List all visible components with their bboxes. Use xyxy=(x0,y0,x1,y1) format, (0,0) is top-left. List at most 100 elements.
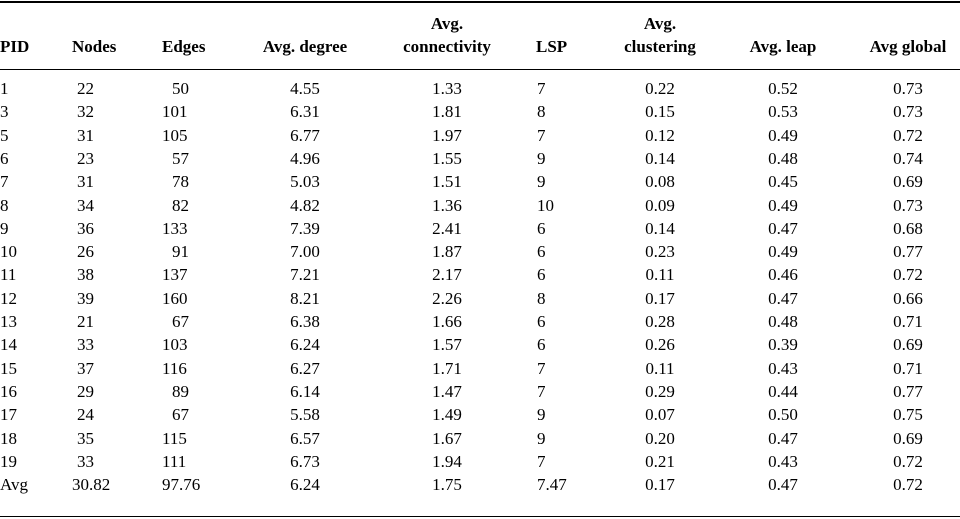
cell-avg-degree: 6.38 xyxy=(290,312,320,331)
cell-avg-degree: 4.55 xyxy=(290,79,320,98)
header-avg-connectivity-line2: connectivity xyxy=(403,37,491,56)
cell-avg-leap: 0.46 xyxy=(768,265,798,284)
table-header-rule xyxy=(0,69,960,70)
cell-edges: 97.76 xyxy=(162,475,201,494)
cell-avg-leap: 0.39 xyxy=(768,335,798,354)
cell-edges: 67 xyxy=(172,405,189,424)
cell-avg-clustering: 0.22 xyxy=(645,79,675,98)
header-lsp: LSP xyxy=(536,37,568,56)
cell-edges: 133 xyxy=(162,219,188,238)
cell-edges: 111 xyxy=(162,452,187,471)
cell-lsp: 7 xyxy=(537,359,546,378)
cell-avg-degree: 6.27 xyxy=(290,359,320,378)
cell-avg-global: 0.74 xyxy=(893,149,923,168)
cell-avg-leap: 0.53 xyxy=(768,102,798,121)
cell-avg-clustering: 0.07 xyxy=(645,405,675,424)
cell-avg-global: 0.71 xyxy=(893,359,923,378)
cell-avg-leap: 0.44 xyxy=(768,382,798,401)
cell-avg-global: 0.72 xyxy=(893,452,923,471)
cell-avg-global: 0.72 xyxy=(893,126,923,145)
header-avg-clustering-line2: clustering xyxy=(624,37,696,56)
cell-pid: 9 xyxy=(0,219,9,238)
cell-avg-connectivity: 1.57 xyxy=(432,335,462,354)
cell-avg-leap: 0.43 xyxy=(768,452,798,471)
cell-nodes: 30.82 xyxy=(72,475,111,494)
cell-avg-clustering: 0.11 xyxy=(645,359,675,378)
cell-edges: 116 xyxy=(162,359,187,378)
cell-avg-global: 0.69 xyxy=(893,172,923,191)
cell-avg-clustering: 0.14 xyxy=(645,219,675,238)
cell-nodes: 24 xyxy=(77,405,94,424)
cell-edges: 89 xyxy=(172,382,189,401)
cell-avg-clustering: 0.29 xyxy=(645,382,675,401)
cell-avg-connectivity: 1.33 xyxy=(432,79,462,98)
cell-nodes: 36 xyxy=(77,219,94,238)
cell-avg-leap: 0.45 xyxy=(768,172,798,191)
cell-avg-degree: 6.24 xyxy=(290,475,320,494)
cell-pid: 19 xyxy=(0,452,17,471)
cell-avg-leap: 0.47 xyxy=(768,475,798,494)
cell-nodes: 39 xyxy=(77,289,94,308)
cell-pid: 1 xyxy=(0,79,9,98)
cell-avg-degree: 6.24 xyxy=(290,335,320,354)
cell-pid: 17 xyxy=(0,405,17,424)
cell-avg-connectivity: 1.49 xyxy=(432,405,462,424)
cell-avg-connectivity: 1.97 xyxy=(432,126,462,145)
cell-avg-clustering: 0.15 xyxy=(645,102,675,121)
cell-edges: 105 xyxy=(162,126,188,145)
cell-avg-degree: 6.14 xyxy=(290,382,320,401)
cell-avg-clustering: 0.09 xyxy=(645,196,675,215)
cell-avg-leap: 0.43 xyxy=(768,359,798,378)
cell-avg-degree: 5.58 xyxy=(290,405,320,424)
table-top-rule xyxy=(0,1,960,3)
cell-lsp: 7.47 xyxy=(537,475,567,494)
header-avg-clustering-line1: Avg. xyxy=(643,14,677,33)
cell-avg-connectivity: 2.41 xyxy=(432,219,462,238)
cell-avg-leap: 0.47 xyxy=(768,219,798,238)
cell-avg-leap: 0.47 xyxy=(768,429,798,448)
cell-lsp: 9 xyxy=(537,429,546,448)
cell-lsp: 7 xyxy=(537,79,546,98)
cell-edges: 67 xyxy=(172,312,189,331)
cell-lsp: 6 xyxy=(537,312,546,331)
cell-nodes: 29 xyxy=(77,382,94,401)
cell-avg-global: 0.73 xyxy=(893,102,923,121)
cell-nodes: 23 xyxy=(77,149,94,168)
cell-avg-degree: 4.82 xyxy=(290,196,320,215)
cell-avg-global: 0.72 xyxy=(893,475,923,494)
cell-avg-clustering: 0.12 xyxy=(645,126,675,145)
cell-avg-global: 0.77 xyxy=(893,382,923,401)
cell-avg-global: 0.75 xyxy=(893,405,923,424)
cell-lsp: 8 xyxy=(537,102,546,121)
header-avg-global: Avg global xyxy=(869,37,947,56)
cell-avg-degree: 5.03 xyxy=(290,172,320,191)
cell-nodes: 34 xyxy=(77,196,94,215)
cell-avg-global: 0.68 xyxy=(893,219,923,238)
cell-avg-leap: 0.48 xyxy=(768,149,798,168)
cell-avg-clustering: 0.14 xyxy=(645,149,675,168)
cell-lsp: 10 xyxy=(537,196,554,215)
cell-avg-degree: 7.39 xyxy=(290,219,320,238)
cell-avg-degree: 7.00 xyxy=(290,242,320,261)
cell-avg-connectivity: 1.55 xyxy=(432,149,462,168)
cell-avg-global: 0.73 xyxy=(893,196,923,215)
cell-pid: 5 xyxy=(0,126,9,145)
header-avg-degree: Avg. degree xyxy=(262,37,348,56)
cell-nodes: 37 xyxy=(77,359,94,378)
cell-nodes: 33 xyxy=(77,452,94,471)
cell-avg-connectivity: 2.17 xyxy=(432,265,462,284)
cell-nodes: 38 xyxy=(77,265,94,284)
header-pid: PID xyxy=(0,37,30,56)
cell-avg-leap: 0.49 xyxy=(768,242,798,261)
cell-avg-global: 0.72 xyxy=(893,265,923,284)
cell-avg-leap: 0.52 xyxy=(768,79,798,98)
cell-avg-leap: 0.49 xyxy=(768,126,798,145)
cell-edges: 103 xyxy=(162,335,188,354)
cell-edges: 101 xyxy=(162,102,188,121)
cell-nodes: 31 xyxy=(77,172,94,191)
cell-pid: 14 xyxy=(0,335,17,354)
cell-avg-connectivity: 1.51 xyxy=(432,172,462,191)
cell-pid: Avg xyxy=(0,475,29,494)
cell-avg-leap: 0.48 xyxy=(768,312,798,331)
cell-pid: 15 xyxy=(0,359,17,378)
